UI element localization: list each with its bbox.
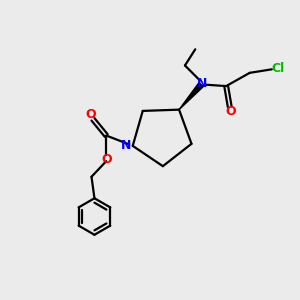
Text: N: N [196, 77, 207, 90]
Text: O: O [101, 154, 112, 166]
Polygon shape [179, 83, 203, 110]
Text: Cl: Cl [271, 61, 284, 75]
Text: N: N [121, 139, 131, 152]
Text: O: O [85, 108, 96, 121]
Text: O: O [226, 105, 236, 118]
